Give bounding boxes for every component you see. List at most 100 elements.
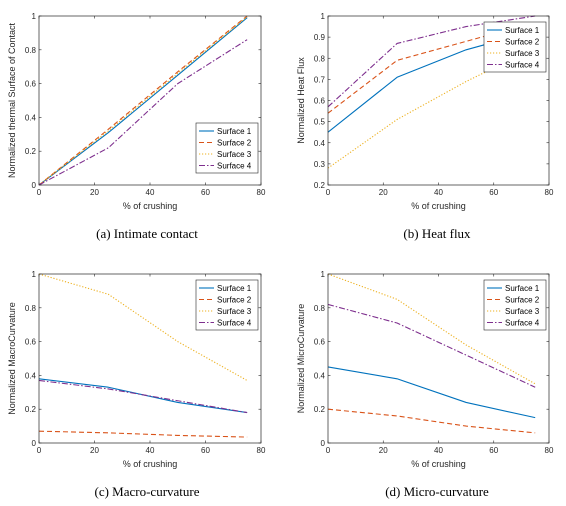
- y-tick-label: 1: [321, 270, 326, 279]
- y-tick-label: 0.8: [25, 304, 37, 313]
- y-tick-label: 0.8: [25, 46, 37, 55]
- x-tick-label: 20: [90, 446, 99, 455]
- y-tick-label: 0: [32, 181, 37, 190]
- series-line-1: [38, 17, 248, 186]
- legend-entry-1: Surface 1: [217, 284, 252, 293]
- y-axis-label: Normalized MicroCurvature: [296, 304, 306, 414]
- x-tick-label: 20: [379, 446, 388, 455]
- y-tick-label: 1: [32, 12, 37, 21]
- y-tick-label: 1: [32, 270, 37, 279]
- x-axis-label: % of crushing: [123, 459, 178, 469]
- x-tick-label: 20: [90, 188, 99, 197]
- legend-entry-4: Surface 4: [217, 319, 252, 328]
- y-tick-label: 0.6: [25, 80, 37, 89]
- series-line-2: [327, 408, 536, 434]
- panel-caption: (b) Heat flux: [403, 226, 471, 241]
- legend: Surface 1 Surface 2 Surface 3 Surface 4: [195, 122, 259, 174]
- x-tick-label: 40: [146, 446, 155, 455]
- y-tick-label: 0.4: [25, 113, 37, 122]
- y-tick-label: 1: [321, 12, 326, 21]
- y-tick-label: 0.4: [314, 139, 326, 148]
- legend-entry-4: Surface 4: [505, 61, 540, 70]
- y-tick-label: 0.7: [314, 75, 326, 84]
- y-tick-label: 0.2: [314, 181, 326, 190]
- series-line-3: [327, 273, 536, 385]
- legend-entry-3: Surface 3: [505, 307, 540, 316]
- y-tick-label: 0: [321, 439, 326, 448]
- legend-entry-2: Surface 2: [217, 296, 252, 305]
- axes-box: [38, 15, 262, 186]
- x-tick-label: 0: [326, 446, 331, 455]
- axes-box: [327, 15, 550, 186]
- x-tick-label: 60: [201, 446, 210, 455]
- y-tick-label: 0.8: [314, 304, 326, 313]
- x-tick-label: 80: [545, 188, 554, 197]
- x-tick-label: 80: [545, 446, 554, 455]
- series-line-2: [38, 15, 248, 186]
- legend-entry-3: Surface 3: [505, 49, 540, 58]
- chart-panel-4: 0 20 40 60 80 0 0.2 0.4 0.6 0.8 1 % of crushing Norm…: [296, 270, 554, 499]
- legend: Surface 1 Surface 2 Surface 3 Surface 4: [195, 279, 259, 331]
- x-tick-label: 60: [201, 188, 210, 197]
- chart-panel-3: 0 20 40 60 80 0 0.2 0.4 0.6 0.8 1 % of crushing Norm…: [7, 270, 266, 499]
- y-axis-label: Normalized Heat Flux: [296, 57, 306, 144]
- x-tick-label: 0: [37, 446, 42, 455]
- x-tick-label: 80: [257, 188, 266, 197]
- x-tick-label: 40: [434, 446, 443, 455]
- x-axis-label: % of crushing: [411, 201, 466, 211]
- legend: Surface 1 Surface 2 Surface 3 Surface 4: [483, 279, 547, 331]
- x-tick-label: 40: [434, 188, 443, 197]
- y-tick-label: 0.6: [314, 338, 326, 347]
- legend-entry-1: Surface 1: [505, 26, 540, 35]
- y-tick-label: 0.6: [25, 338, 37, 347]
- chart-panel-1: 0 20 40 60 80 0 0.2 0.4 0.6 0.8 1 % of crushing Norm…: [7, 12, 266, 241]
- series-line-4: [327, 15, 536, 108]
- x-tick-label: 60: [489, 188, 498, 197]
- series-line-4: [38, 379, 248, 414]
- axes-box: [38, 273, 262, 444]
- y-tick-label: 0.2: [314, 405, 326, 414]
- series-line-4: [327, 303, 536, 388]
- legend-entry-1: Surface 1: [217, 127, 252, 136]
- x-tick-label: 60: [489, 446, 498, 455]
- y-tick-label: 0.4: [314, 371, 326, 380]
- x-tick-label: 20: [379, 188, 388, 197]
- y-tick-label: 0.3: [314, 160, 326, 169]
- x-tick-label: 0: [326, 188, 331, 197]
- y-tick-label: 0.8: [314, 54, 326, 63]
- panel-caption: (c) Macro-curvature: [94, 484, 199, 499]
- legend-entry-4: Surface 4: [217, 162, 252, 171]
- legend: Surface 1 Surface 2 Surface 3 Surface 4: [483, 21, 547, 73]
- chart-panel-2: 0 20 40 60 80 0.2 0.3 0.4 0.5 0.6 0.7 0.8 0.9 1 % of c…: [296, 12, 554, 241]
- panel-caption: (d) Micro-curvature: [385, 484, 489, 499]
- legend-entry-3: Surface 3: [217, 150, 252, 159]
- series-line-3: [38, 273, 248, 381]
- x-axis-label: % of crushing: [411, 459, 466, 469]
- legend-entry-1: Surface 1: [505, 284, 540, 293]
- legend-entry-2: Surface 2: [505, 296, 540, 305]
- series-line-1: [327, 366, 536, 419]
- y-tick-label: 0.9: [314, 33, 326, 42]
- series-line-4: [38, 39, 248, 186]
- y-tick-label: 0.2: [25, 147, 37, 156]
- legend-entry-3: Surface 3: [217, 307, 252, 316]
- y-axis-label: Normalized thermal Surface of Contact: [7, 22, 17, 178]
- series-line-3: [38, 16, 248, 186]
- x-tick-label: 0: [37, 188, 42, 197]
- y-tick-label: 0.5: [314, 118, 326, 127]
- x-tick-label: 80: [257, 446, 266, 455]
- legend-entry-4: Surface 4: [505, 319, 540, 328]
- y-tick-label: 0.4: [25, 371, 37, 380]
- y-tick-label: 0: [32, 439, 37, 448]
- panel-caption: (a) Intimate contact: [96, 226, 198, 241]
- axes-box: [327, 273, 550, 444]
- series-line-2: [38, 430, 248, 438]
- legend-entry-2: Surface 2: [217, 139, 252, 148]
- y-axis-label: Normalized MacroCurvature: [7, 302, 17, 415]
- x-axis-label: % of crushing: [123, 201, 178, 211]
- y-tick-label: 0.6: [314, 97, 326, 106]
- legend-entry-2: Surface 2: [505, 38, 540, 47]
- x-tick-label: 40: [146, 188, 155, 197]
- y-tick-label: 0.2: [25, 405, 37, 414]
